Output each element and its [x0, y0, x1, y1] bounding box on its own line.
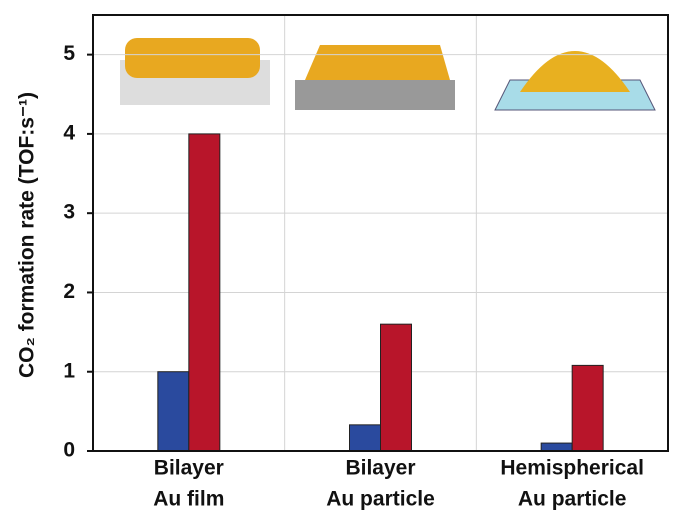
- bar: [349, 424, 381, 452]
- bar: [540, 442, 573, 452]
- plot-frame: [92, 14, 669, 452]
- insets: [120, 38, 656, 111]
- x-tick-label: Hemispherical: [500, 457, 644, 480]
- bar: [188, 133, 221, 452]
- y-tick-label: 0: [63, 439, 75, 462]
- y-tick-label: 5: [63, 42, 75, 65]
- bar: [380, 323, 412, 452]
- x-tick-label: Au film: [153, 488, 224, 511]
- y-tick-label: 2: [63, 280, 75, 303]
- x-tick-label: Au particle: [326, 488, 435, 511]
- inset-film: [125, 38, 260, 78]
- inset-particle: [305, 45, 450, 80]
- y-tick-label: 3: [63, 201, 75, 224]
- bar: [571, 364, 604, 452]
- inset-particle-base: [295, 80, 455, 110]
- x-tick-label: Au particle: [518, 488, 627, 511]
- x-tick-label: Bilayer: [154, 457, 224, 480]
- y-tick-label: 4: [63, 121, 75, 144]
- bar: [157, 371, 190, 452]
- y-axis-label: CO₂ formation rate (TOF:s⁻¹): [16, 92, 39, 378]
- x-tick-label: Bilayer: [345, 457, 415, 480]
- inset-hemisphere: [520, 51, 630, 92]
- y-tick-label: 1: [63, 359, 75, 382]
